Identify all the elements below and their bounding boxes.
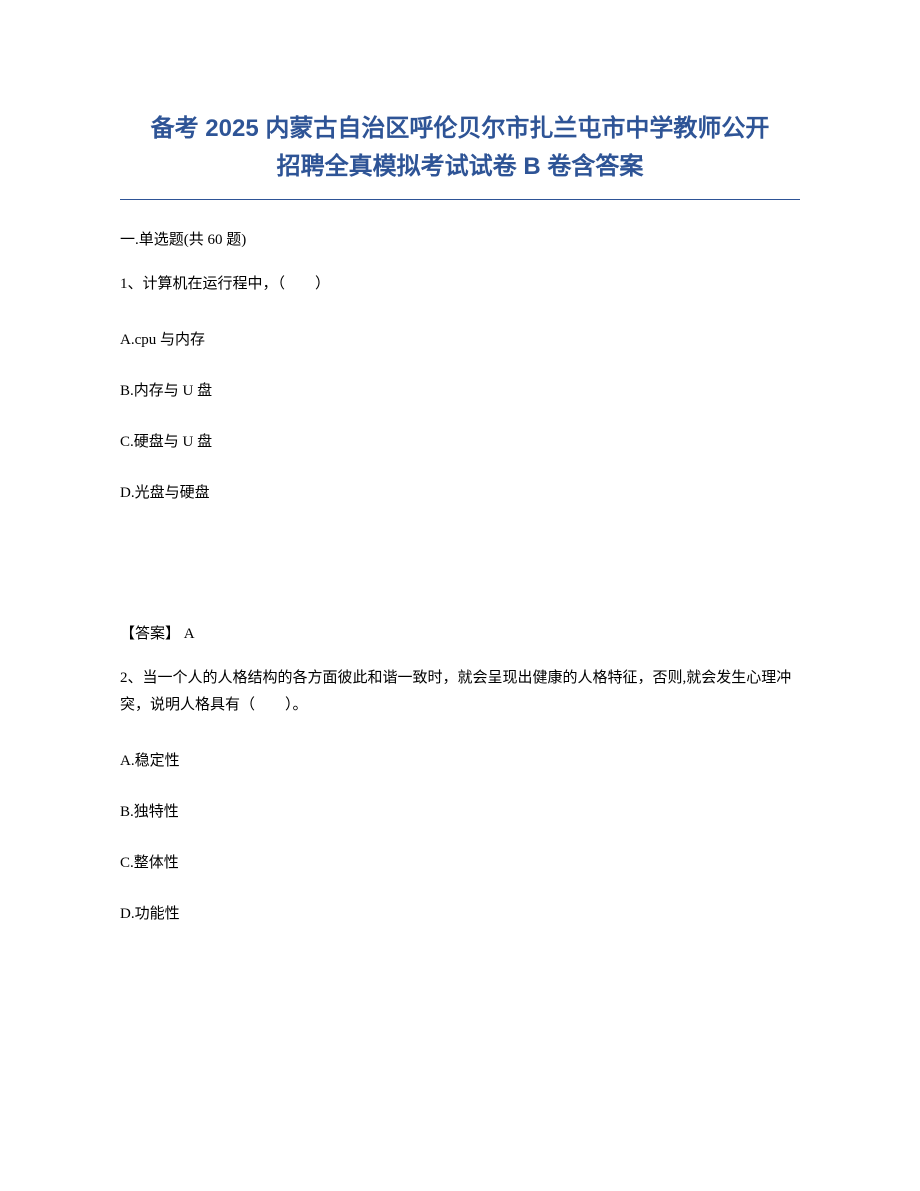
question-1-option-a: A.cpu 与内存: [120, 328, 800, 349]
question-1-option-d: D.光盘与硬盘: [120, 481, 800, 502]
document-title: 备考 2025 内蒙古自治区呼伦贝尔市扎兰屯市中学教师公开 招聘全真模拟考试试卷…: [120, 110, 800, 200]
section-header: 一.单选题(共 60 题): [120, 228, 800, 249]
title-line-1: 备考 2025 内蒙古自治区呼伦贝尔市扎兰屯市中学教师公开: [151, 115, 770, 142]
question-1-text: 1、计算机在运行程中，（ ）: [120, 271, 800, 298]
question-2-text: 2、当一个人的人格结构的各方面彼此和谐一致时，就会呈现出健康的人格特征，否则,就…: [120, 665, 800, 719]
question-2-option-a: A.稳定性: [120, 749, 800, 770]
question-1-option-c: C.硬盘与 U 盘: [120, 430, 800, 451]
question-1-answer: 【答案】 A: [120, 622, 800, 643]
question-1-option-b: B.内存与 U 盘: [120, 379, 800, 400]
question-2-option-c: C.整体性: [120, 851, 800, 872]
question-2-option-d: D.功能性: [120, 902, 800, 923]
question-2-option-b: B.独特性: [120, 800, 800, 821]
title-line-2: 招聘全真模拟考试试卷 B 卷含答案: [277, 153, 644, 180]
